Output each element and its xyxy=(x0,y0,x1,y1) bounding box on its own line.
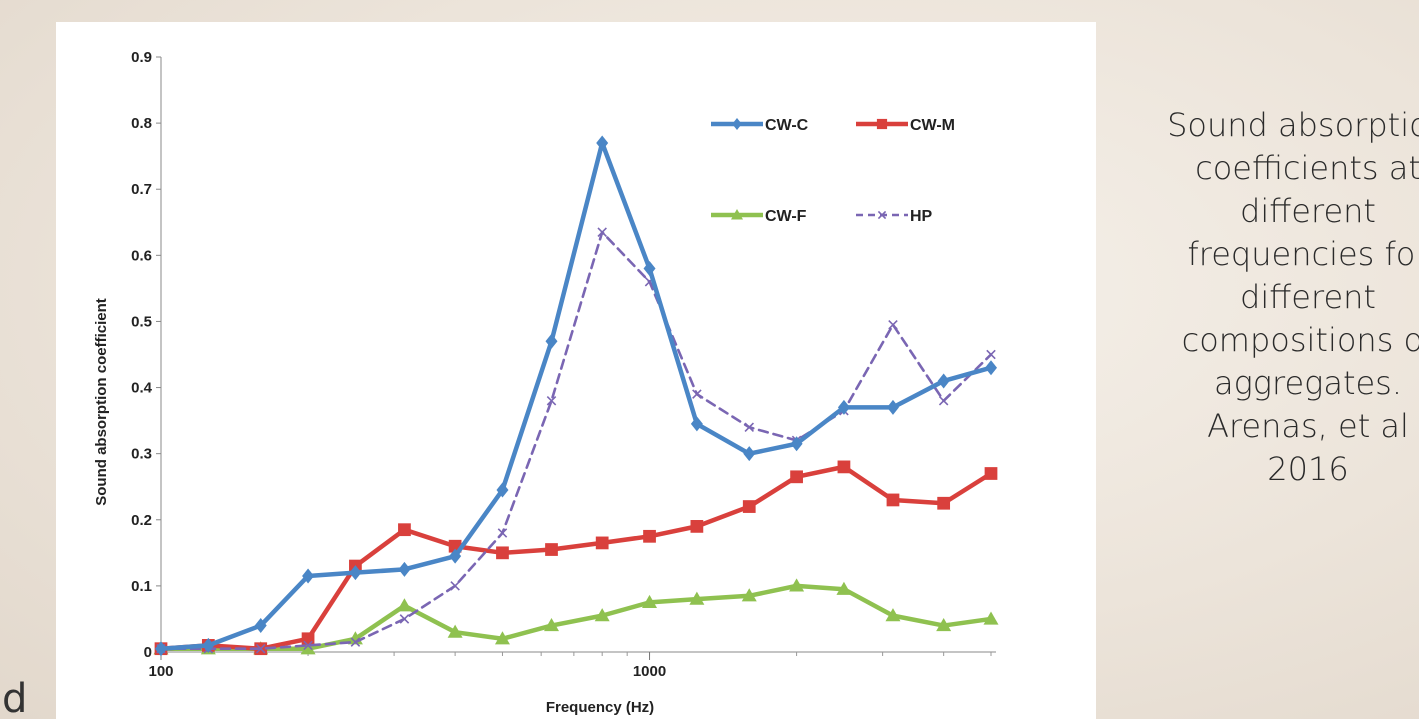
legend-label: HP xyxy=(910,208,933,225)
data-point xyxy=(877,210,887,220)
data-point xyxy=(255,643,266,654)
series-cw-c xyxy=(155,135,997,657)
data-point xyxy=(837,399,850,415)
y-tick-label: 0.3 xyxy=(131,446,152,463)
data-point xyxy=(742,500,756,513)
data-point xyxy=(643,529,656,543)
data-point xyxy=(300,641,316,655)
data-point xyxy=(496,546,509,560)
data-point xyxy=(643,261,656,277)
data-point xyxy=(689,591,705,605)
legend-item-hp: HP xyxy=(856,208,933,225)
chart-panel: 0 0.1 0.2 0.3 0.4 0.5 0.6 0.7 0.8 0.9 100 1000 CW-C… xyxy=(56,22,1096,719)
y-tick-label: 0.5 xyxy=(131,313,152,330)
legend-item-cw-c: CW-C xyxy=(711,117,809,134)
data-point xyxy=(937,496,951,510)
data-point xyxy=(790,436,803,452)
chart-axes: 0 0.1 0.2 0.3 0.4 0.5 0.6 0.7 0.8 0.9 100 1000 xyxy=(131,49,996,680)
data-point xyxy=(885,608,901,622)
data-point xyxy=(596,135,609,151)
data-point xyxy=(642,594,658,609)
data-point xyxy=(396,598,412,612)
corner-letter: d xyxy=(2,676,28,719)
data-point xyxy=(155,641,167,657)
data-point xyxy=(494,631,510,645)
chart-series-layer xyxy=(153,135,999,657)
data-point xyxy=(731,209,743,220)
y-tick-label: 0.7 xyxy=(131,181,152,198)
data-point xyxy=(595,536,609,550)
data-point xyxy=(594,608,610,622)
legend-label: CW-C xyxy=(765,117,809,134)
data-point xyxy=(690,520,704,533)
data-point xyxy=(790,470,803,484)
chart-legend: CW-C CW-M CW-F HP xyxy=(711,117,955,225)
data-point xyxy=(741,588,757,602)
data-point xyxy=(789,578,805,592)
y-tick-label: 0.9 xyxy=(131,49,152,66)
data-point xyxy=(836,581,852,595)
data-point xyxy=(837,460,851,474)
legend-label: CW-M xyxy=(910,117,955,134)
data-point xyxy=(692,389,702,399)
y-tick-label: 0.2 xyxy=(131,512,152,529)
data-point xyxy=(545,543,558,556)
series-line xyxy=(158,464,994,651)
data-point xyxy=(937,373,950,389)
legend-item-cw-m: CW-M xyxy=(856,117,955,134)
data-point xyxy=(886,399,899,415)
series-cw-m xyxy=(154,460,998,656)
data-point xyxy=(983,611,999,625)
data-point xyxy=(544,618,560,632)
data-point xyxy=(349,565,362,581)
caption: Sound absorption coefficients at differe… xyxy=(1167,106,1419,488)
data-point xyxy=(302,568,315,584)
data-point xyxy=(303,640,313,651)
series-line xyxy=(158,140,994,651)
data-point xyxy=(545,333,558,349)
data-point xyxy=(984,467,998,480)
data-point xyxy=(985,360,997,376)
series-hp xyxy=(156,227,996,654)
data-point xyxy=(254,618,267,634)
legend-label: CW-F xyxy=(765,208,807,225)
data-point xyxy=(986,349,996,360)
data-point xyxy=(743,446,756,462)
y-axis-label: Sound absorption coefficient xyxy=(93,298,110,506)
data-point xyxy=(597,227,607,237)
data-point xyxy=(399,614,410,624)
y-tick-label: 0.4 xyxy=(131,380,153,397)
x-tick-label: 1000 xyxy=(633,663,666,680)
data-point xyxy=(888,319,898,330)
data-point xyxy=(449,548,462,564)
series-line xyxy=(159,230,993,650)
y-tick-label: 0 xyxy=(144,644,152,661)
chart: 0 0.1 0.2 0.3 0.4 0.5 0.6 0.7 0.8 0.9 100 1000 CW-C… xyxy=(93,49,999,716)
data-point xyxy=(732,118,742,130)
series-line xyxy=(158,583,994,651)
data-point xyxy=(886,493,900,507)
legend-item-cw-f: CW-F xyxy=(711,208,807,225)
data-point xyxy=(447,624,463,638)
data-point xyxy=(546,396,557,406)
x-tick-label: 100 xyxy=(148,663,173,680)
data-point xyxy=(938,396,949,406)
data-point xyxy=(744,422,755,432)
data-point xyxy=(936,618,952,632)
data-point xyxy=(450,581,460,591)
x-axis-label: Frequency (Hz) xyxy=(546,699,654,716)
data-point xyxy=(398,561,411,577)
data-point xyxy=(350,637,361,647)
y-tick-label: 0.6 xyxy=(131,247,152,264)
y-tick-label: 0.1 xyxy=(131,578,152,595)
y-tick-label: 0.8 xyxy=(131,115,152,132)
data-point xyxy=(202,637,215,653)
data-point xyxy=(497,528,508,538)
data-point xyxy=(876,118,888,130)
data-point xyxy=(496,482,509,498)
data-point xyxy=(690,416,703,432)
data-point xyxy=(301,632,315,646)
data-point xyxy=(398,523,411,537)
